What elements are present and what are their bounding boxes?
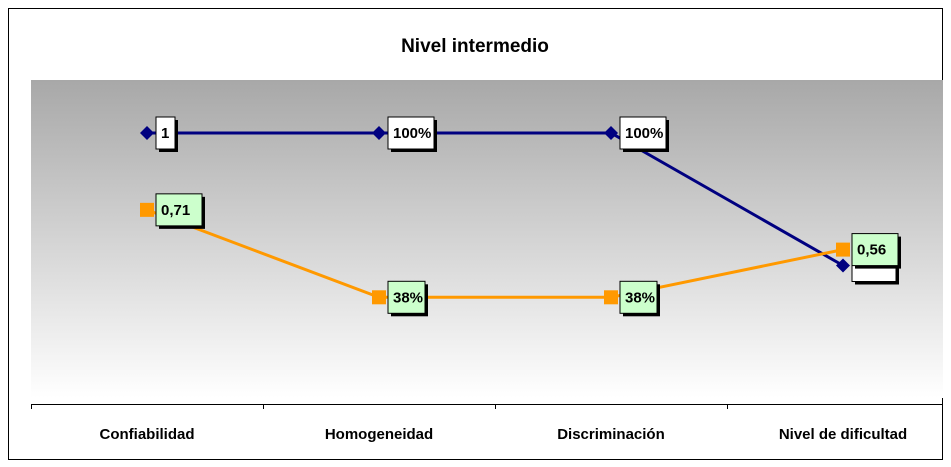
x-tick-label: Confiabilidad — [100, 426, 195, 443]
marker — [836, 258, 850, 273]
label-box — [619, 116, 667, 150]
x-tick-label: Homogeneidad — [325, 426, 433, 443]
marker — [372, 126, 386, 140]
data-label: 100% — [393, 125, 431, 142]
marker — [604, 290, 618, 305]
label-box — [619, 280, 658, 314]
series-line — [146, 208, 844, 299]
chart-title: Nivel intermedio — [401, 36, 549, 57]
x-tick-label: Discriminación — [557, 426, 665, 443]
data-label: 0,71 — [161, 202, 190, 219]
marker — [140, 126, 154, 140]
series-line — [147, 131, 844, 267]
marker — [372, 290, 386, 305]
label-box — [155, 116, 176, 150]
marker — [140, 202, 154, 217]
data-label: 1 — [161, 125, 169, 142]
marker — [604, 126, 618, 140]
data-label: 38% — [625, 289, 655, 306]
label-box — [155, 193, 203, 227]
data-label: 0,56 — [857, 242, 886, 259]
x-tick-label: Nivel de dificultad — [779, 426, 907, 443]
label-box — [387, 116, 435, 150]
label-box — [851, 233, 899, 267]
marker — [836, 242, 850, 257]
data-label: 100% — [625, 125, 663, 142]
data-label: 38% — [393, 289, 423, 306]
label-box — [387, 280, 426, 314]
